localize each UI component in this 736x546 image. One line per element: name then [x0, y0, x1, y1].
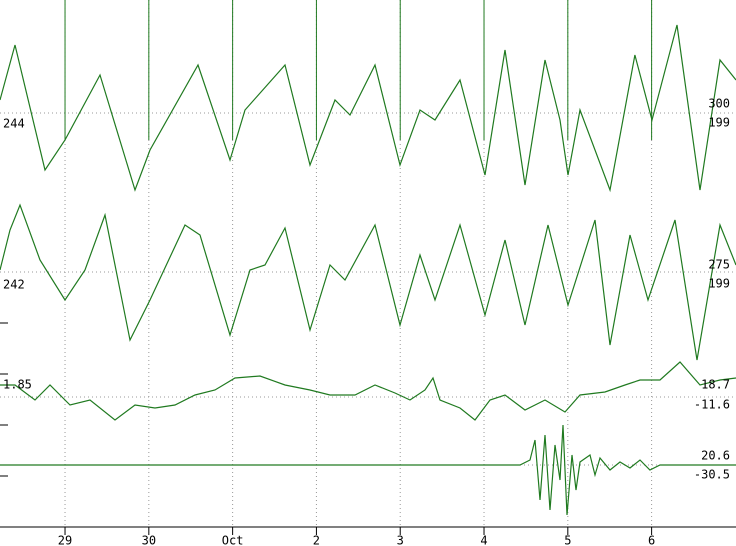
- trace-label-left: 1.85: [3, 378, 32, 392]
- trace-label-right: 300: [708, 97, 730, 111]
- x-tick-label: 6: [648, 534, 655, 546]
- x-tick-label: 2: [313, 534, 320, 546]
- trace-label-right: 20.6: [701, 449, 730, 463]
- x-tick-label: 4: [480, 534, 487, 546]
- trace-label-left: 244: [3, 117, 25, 131]
- x-tick-label: 30: [142, 534, 156, 546]
- x-tick-label: 3: [397, 534, 404, 546]
- trace-label-right: 199: [708, 116, 730, 130]
- left-ticks: [0, 322, 8, 477]
- trace: [0, 361, 736, 421]
- trace-label-left: 242: [3, 278, 25, 292]
- trace: [0, 24, 736, 193]
- trace: [0, 424, 736, 516]
- trace-label-right: 18.7: [701, 378, 730, 392]
- x-tick-label: 5: [564, 534, 571, 546]
- trace-label-right: 275: [708, 258, 730, 272]
- trace-label-right: 199: [708, 277, 730, 291]
- x-tick-label: Oct: [222, 534, 244, 546]
- trace-label-right: -11.6: [694, 398, 730, 412]
- trace-label-right: -30.5: [694, 468, 730, 482]
- x-tick-label: 29: [58, 534, 72, 546]
- trace: [0, 203, 736, 361]
